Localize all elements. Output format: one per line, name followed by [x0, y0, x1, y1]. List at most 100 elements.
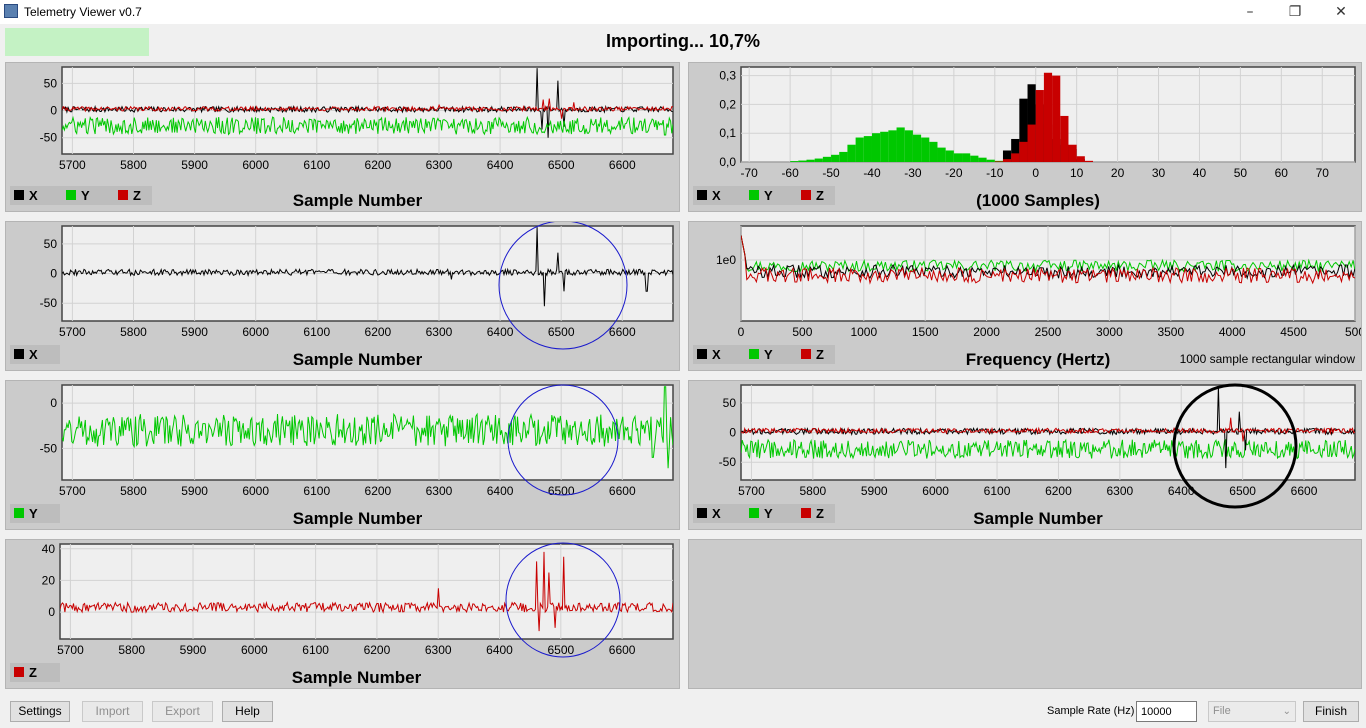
histogram-bar-z	[1019, 141, 1028, 162]
x-tick-label: 6600	[609, 643, 636, 657]
legend-swatch-x	[14, 190, 24, 200]
x-tick-label: 20	[1111, 166, 1125, 180]
histogram-bar-z	[1060, 115, 1069, 162]
legend	[693, 345, 835, 364]
histogram-bar-y	[945, 150, 954, 162]
chart-panel-time-z[interactable]: 5700 5800 5900 6000 6100 6200 6300 6400 6500 6600…	[5, 539, 680, 689]
histogram-bar-y	[831, 154, 840, 162]
plot-series	[741, 235, 1355, 285]
x-axis-label: Sample Number	[292, 668, 422, 687]
histogram-bar-x	[1011, 138, 1020, 162]
x-tick-label: 6600	[1291, 484, 1318, 498]
histogram-bar-y	[798, 160, 807, 162]
x-tick-label: 6000	[922, 484, 949, 498]
x-tick-label: 6200	[365, 325, 392, 339]
x-tick-label: 5800	[799, 484, 826, 498]
chart-histogram-xyz: -70 -60 -50 -40 -30 -20 -10 0 10 20 30 40 50 60 70 0,3 0…	[693, 66, 1356, 210]
y-tick-label: 0	[48, 605, 55, 619]
legend-label-z: Z	[816, 188, 824, 203]
chart-panel-time-xyz-2[interactable]: 5700 5800 5900 6000 6100 6200 6300 6400 6500 6600…	[688, 380, 1362, 530]
legend-swatch-z	[118, 190, 128, 200]
histogram-bar-y	[880, 131, 889, 162]
finish-button[interactable]: Finish	[1303, 701, 1359, 722]
x-tick-label: -20	[945, 166, 963, 180]
histogram-bar-y	[839, 151, 848, 162]
x-tick-label: 5800	[120, 325, 147, 339]
histogram-bar-z	[1035, 90, 1044, 162]
x-tick-label: 6400	[487, 325, 514, 339]
histogram-bar-y	[962, 153, 971, 162]
legend-swatch-z	[14, 667, 24, 677]
plot-area	[61, 384, 674, 481]
x-axis-label: (1000 Samples)	[976, 191, 1100, 210]
x-tick-label: 5900	[180, 643, 207, 657]
histogram-bar-z	[994, 161, 1003, 162]
chart-panel-frequency[interactable]: 0 500 1000 1500 2000 2500 3000 3500 4000 4500 500 1…	[688, 221, 1362, 371]
x-tick-label: 6000	[241, 643, 268, 657]
histogram-bar-y	[855, 137, 864, 162]
histogram-bar-y	[904, 130, 913, 162]
x-tick-label: 6300	[426, 158, 453, 172]
export-button[interactable]: Export	[152, 701, 213, 722]
plot-series	[60, 551, 673, 632]
histogram-bar-y	[814, 158, 823, 162]
chart-time-z: 5700 5800 5900 6000 6100 6200 6300 6400 6500 6600…	[10, 542, 674, 687]
x-tick-label: 5700	[738, 484, 765, 498]
series-line-y	[62, 115, 673, 136]
chart-panel-time-x[interactable]: 5700 5800 5900 6000 6100 6200 6300 6400 6500 6600…	[5, 221, 680, 371]
histogram-bar-y	[888, 130, 897, 162]
histogram-bar-y	[929, 141, 938, 162]
legend-label-z: Z	[816, 506, 824, 521]
histogram-bar-y	[847, 144, 856, 162]
chart-time-y: 5700 5800 5900 6000 6100 6200 6300 6400 6500 6600…	[10, 384, 674, 528]
plot-area	[59, 543, 674, 640]
legend-swatch-x	[697, 508, 707, 518]
legend-swatch-y	[66, 190, 76, 200]
chart-time-xyz-bottom: 5700 5800 5900 6000 6100 6200 6300 6400 6500 6600…	[693, 383, 1356, 528]
x-tick-label: 2000	[973, 325, 1000, 339]
x-tick-label: 6000	[242, 158, 269, 172]
annotation-circle-bold	[1172, 383, 1298, 509]
series-line-z	[741, 235, 1355, 285]
chart-panel-histogram[interactable]: -70 -60 -50 -40 -30 -20 -10 0 10 20 30 40 50 60 70 0,3 0…	[688, 62, 1362, 212]
legend-swatch-x	[697, 349, 707, 359]
import-progress-indicator	[5, 28, 149, 56]
minimize-button[interactable]: –	[1246, 4, 1254, 20]
y-tick-label: 40	[42, 542, 56, 556]
annotation-circle	[507, 384, 619, 496]
histogram-bar-z	[1027, 124, 1036, 162]
histogram-bar-y	[970, 155, 979, 162]
data-source-select[interactable]: File ⌄	[1208, 701, 1296, 722]
settings-button[interactable]: Settings	[10, 701, 70, 722]
x-tick-label: 0	[1032, 166, 1039, 180]
y-tick-label: 0,3	[719, 69, 736, 83]
maximize-button[interactable]: ❐	[1288, 4, 1302, 20]
x-tick-label: 6200	[1045, 484, 1072, 498]
import-button[interactable]: Import	[82, 701, 143, 722]
legend-swatch-x	[697, 190, 707, 200]
x-tick-label: 60	[1275, 166, 1289, 180]
y-tick-label: 50	[723, 396, 737, 410]
empty-panel-slot[interactable]	[688, 539, 1362, 689]
y-tick-label: 50	[44, 237, 58, 251]
legend-label-y: Y	[764, 188, 773, 203]
histogram-bar-y	[912, 134, 922, 162]
series-line-y	[741, 438, 1355, 460]
close-button[interactable]: ✕	[1335, 4, 1347, 20]
histogram-bar-y	[986, 159, 995, 162]
histogram-bar-z	[1052, 75, 1061, 162]
y-tick-label: 0	[50, 267, 57, 281]
histogram-bar-z	[1076, 156, 1085, 162]
y-tick-label: 0,1	[719, 126, 736, 140]
x-tick-label: 4000	[1219, 325, 1246, 339]
chart-frequency-xyz: 0 500 1000 1500 2000 2500 3000 3500 4000 4500 500 1…	[693, 225, 1361, 369]
chart-panel-time-y[interactable]: 5700 5800 5900 6000 6100 6200 6300 6400 6500 6600…	[5, 380, 680, 530]
y-tick-label: -50	[40, 131, 58, 145]
sample-rate-input[interactable]	[1136, 701, 1197, 722]
x-tick-label: 6200	[365, 158, 392, 172]
series-line-y	[62, 386, 673, 469]
help-button[interactable]: Help	[222, 701, 273, 722]
chart-panel-time-xyz[interactable]: 5700 5800 5900 6000 6100 6200 6300 6400 6500 6600…	[5, 62, 680, 212]
legend	[10, 186, 152, 205]
plot-series	[62, 386, 673, 469]
